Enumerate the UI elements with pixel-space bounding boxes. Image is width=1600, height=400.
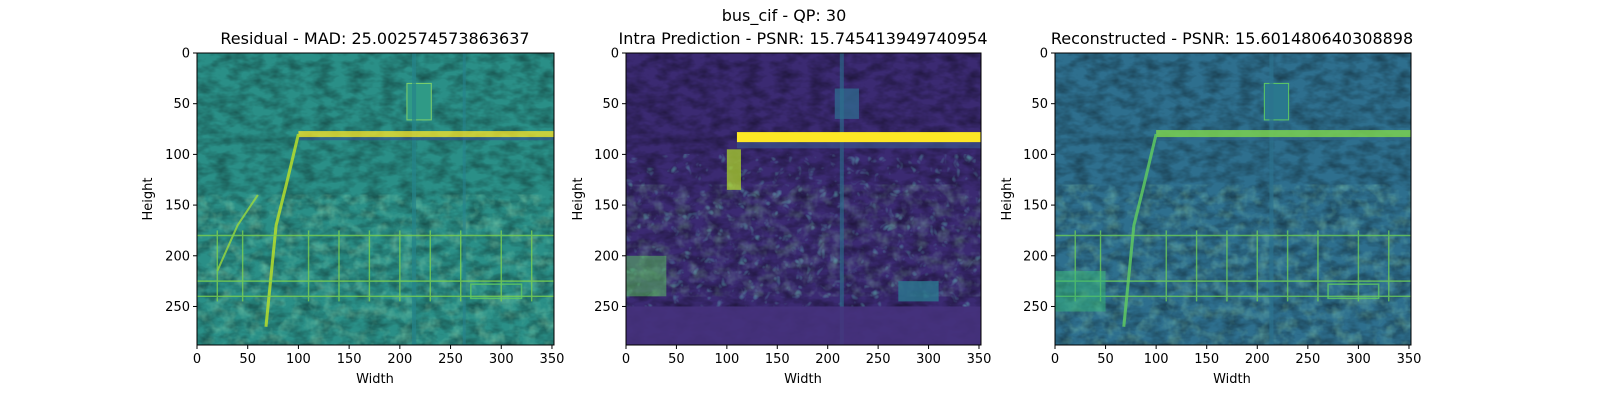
intra-prediction-axes: 0 50 100 150 200 250 300 350 0 50 100 150 200 250	[594, 47, 991, 368]
reconstructed-ytick-label: 50	[1031, 97, 1048, 112]
residual-ytick-label: 100	[165, 148, 190, 163]
residual-ytick-label: 50	[173, 97, 190, 112]
residual-ytick-label: 250	[165, 300, 190, 315]
intra-prediction-panel: Intra Prediction - PSNR: 15.745413949740…	[571, 29, 991, 387]
residual-xlabel: Width	[356, 372, 394, 387]
residual-ytick-label: 150	[165, 199, 190, 214]
intra-prediction-frame	[625, 52, 982, 346]
reconstructed-ytick-label: 100	[1023, 148, 1048, 163]
reconstructed-xlabel: Width	[1213, 372, 1251, 387]
reconstructed-panel: Reconstructed - PSNR: 15.601480640308898	[1000, 29, 1421, 387]
residual-ytick-label: 200	[165, 249, 190, 264]
figure-suptitle: bus_cif - QP: 30	[722, 6, 847, 26]
residual-panel: Residual - MAD: 25.002574573863637	[141, 29, 564, 387]
residual-title: Residual - MAD: 25.002574573863637	[220, 29, 529, 48]
intra-prediction-xlabel: Width	[784, 372, 822, 387]
reconstructed-title: Reconstructed - PSNR: 15.601480640308898	[1051, 29, 1413, 48]
intra-prediction-xtick-label: 200	[815, 352, 840, 367]
residual-axes: 0 50 100 150 200 250 300 350 0 50 100 150 200 250	[165, 47, 564, 368]
intra-prediction-ylabel: Height	[571, 178, 586, 221]
intra-prediction-xtick-label: 250	[866, 352, 891, 367]
intra-prediction-title: Intra Prediction - PSNR: 15.745413949740…	[618, 29, 987, 48]
intra-prediction-xtick-label: 50	[668, 352, 685, 367]
residual-xtick-label: 50	[239, 352, 256, 367]
reconstructed-xtick-label: 100	[1144, 352, 1169, 367]
reconstructed-xtick-label: 250	[1295, 352, 1320, 367]
intra-prediction-xtick-label: 350	[967, 352, 992, 367]
residual-ylabel: Height	[141, 178, 156, 221]
reconstructed-xtick-label: 300	[1346, 352, 1371, 367]
intra-prediction-ytick-label: 200	[594, 249, 619, 264]
reconstructed-xtick-label: 0	[1051, 352, 1059, 367]
residual-xtick-label: 200	[387, 352, 412, 367]
reconstructed-ytick-label: 250	[1023, 300, 1048, 315]
residual-frame	[196, 52, 555, 346]
intra-prediction-xtick-label: 0	[622, 352, 630, 367]
reconstructed-image	[1055, 53, 1411, 345]
intra-prediction-xtick-label: 300	[916, 352, 941, 367]
intra-prediction-ytick-label: 100	[594, 148, 619, 163]
intra-prediction-xtick-label: 100	[714, 352, 739, 367]
reconstructed-frame	[1054, 52, 1412, 346]
residual-xtick-label: 350	[540, 352, 565, 367]
reconstructed-xtick-label: 200	[1245, 352, 1270, 367]
residual-xtick-label: 0	[193, 352, 201, 367]
reconstructed-xtick-label: 50	[1097, 352, 1114, 367]
residual-xtick-label: 300	[489, 352, 514, 367]
intra-prediction-image	[626, 53, 981, 345]
reconstructed-ytick-label: 150	[1023, 199, 1048, 214]
intra-prediction-ytick-label: 150	[594, 199, 619, 214]
residual-xtick-label: 100	[286, 352, 311, 367]
reconstructed-ytick-label: 200	[1023, 249, 1048, 264]
residual-xtick-label: 250	[438, 352, 463, 367]
intra-prediction-ytick-label: 0	[611, 47, 619, 62]
residual-xtick-label: 150	[337, 352, 362, 367]
reconstructed-xtick-label: 150	[1194, 352, 1219, 367]
intra-prediction-xtick-label: 150	[765, 352, 790, 367]
residual-image	[197, 53, 554, 345]
reconstructed-ylabel: Height	[1000, 178, 1015, 221]
residual-ytick-label: 0	[182, 47, 190, 62]
reconstructed-ytick-label: 0	[1040, 47, 1048, 62]
reconstructed-axes: 0 50 100 150 200 250 300 350 0 50 100 150 200 250	[1023, 47, 1421, 368]
reconstructed-xtick-label: 350	[1397, 352, 1422, 367]
intra-prediction-ytick-label: 50	[602, 97, 619, 112]
intra-prediction-ytick-label: 250	[594, 300, 619, 315]
